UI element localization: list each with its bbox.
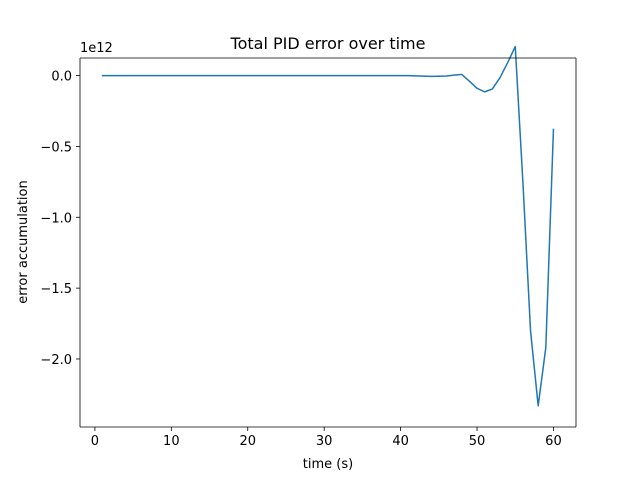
y-offset-label: 1e12 [80,41,113,56]
x-tick-label: 60 [545,434,562,449]
x-tick-label: 30 [316,434,333,449]
x-tick-label: 10 [163,434,180,449]
x-tick-label: 20 [239,434,256,449]
x-tick-label: 50 [469,434,486,449]
x-tick-label: 40 [392,434,409,449]
y-tick-label: −0.5 [40,140,72,155]
y-tick-label: −2.0 [40,353,72,368]
x-axis-label: time (s) [303,457,353,472]
y-tick-label: 0.0 [51,70,72,85]
x-tick-label: 0 [91,434,99,449]
plot-area: 0 10 20 30 40 50 60 0.0 −0.5 −1.0 −1.5 −2.0 [40,45,577,449]
y-axis-label: error accumulation [16,180,31,304]
y-tick-label: −1.5 [40,282,72,297]
y-tick-label: −1.0 [40,211,72,226]
chart-title: Total PID error over time [230,34,426,53]
series-line-0 [101,45,555,407]
